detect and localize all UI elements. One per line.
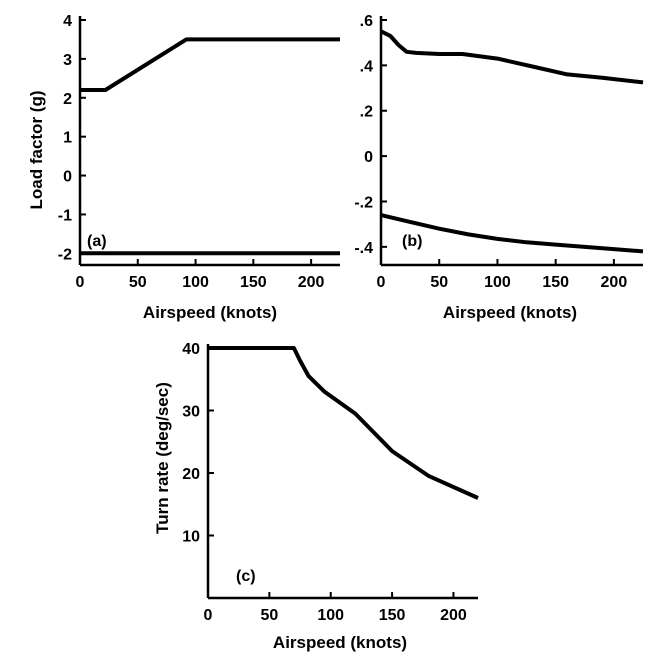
panel-a-x-tick-label: 150 [240,274,267,291]
panel-a-y-tick-label: 4 [63,13,72,30]
panel-b-y-tick-label: .6 [360,13,373,30]
panel-a-plot: 0 50 100 150 200 4 3 2 1 0 -1 -2 [58,13,340,291]
panel-c-y-tick-label: 30 [182,404,200,421]
panel-b: Airspeed (knots) (b) [402,233,577,322]
panel-b-y-tick-label: .2 [360,104,373,121]
panel-b-x-tick-label: 100 [484,274,511,291]
panel-b-x-axis-title: Airspeed (knots) [443,303,577,322]
panel-a-y-axis-title: Load factor (g) [27,91,46,210]
panel-c-series-line-1 [208,346,479,500]
panel-b-y-tick-label: 0 [364,149,373,166]
panel-c-y-tick-label: 10 [182,529,200,546]
panel-a-y-tick-label: 2 [63,91,72,108]
panel-a-label: (a) [87,233,107,250]
panel-a: Load factor (g) Airspeed (knots) (a) [27,91,277,323]
panel-c-y-tick-label: 40 [182,341,200,358]
panel-b-series-line-2 [380,213,644,254]
panel-b-y-tick-label: .4 [360,58,373,75]
panel-b-label: (b) [402,233,422,250]
panel-c-label: (c) [236,568,256,585]
panel-c-y-axis-title: Turn rate (deg/sec) [153,382,172,534]
panel-b-plot: 0 50 100 150 200 .6 .4 .2 0 -.2 -.4 [354,13,644,291]
panel-a-y-tick-label: 3 [63,52,72,69]
panel-b-x-tick-label: 150 [542,274,569,291]
panel-b-y-tick-label: -.4 [354,240,373,257]
panel-c: Turn rate (deg/sec) Airspeed (knots) (c) [153,382,407,652]
panel-a-x-tick-label: 0 [76,274,85,291]
panel-b-y-tick-label: -.2 [354,194,373,211]
panel-c-y-tick-label: 20 [182,466,200,483]
panel-c-x-tick-label: 50 [260,607,278,624]
panel-a-x-axis-title: Airspeed (knots) [143,303,277,322]
panel-a-x-tick-label: 100 [182,274,209,291]
panel-a-x-tick-label: 200 [298,274,325,291]
panel-c-plot: 0 50 100 150 200 40 30 20 10 [182,341,479,624]
panel-b-x-tick-label: 200 [601,274,628,291]
panel-b-x-tick-label: 50 [430,274,448,291]
panel-a-y-tick-label: -2 [58,246,72,263]
panel-b-x-tick-label: 0 [377,274,386,291]
panel-a-y-tick-label: -1 [58,207,72,224]
panel-c-x-axis-title: Airspeed (knots) [273,633,407,652]
panel-b-series-line-1 [380,29,644,85]
panel-c-x-tick-label: 200 [440,607,467,624]
panel-a-x-tick-label: 50 [129,274,147,291]
panel-a-series-line-1 [80,37,340,92]
panel-a-y-tick-label: 0 [63,169,72,186]
panel-c-x-tick-label: 100 [317,607,344,624]
panel-c-x-tick-label: 0 [204,607,213,624]
panel-c-x-tick-label: 150 [379,607,406,624]
panel-a-y-tick-label: 1 [63,130,72,147]
